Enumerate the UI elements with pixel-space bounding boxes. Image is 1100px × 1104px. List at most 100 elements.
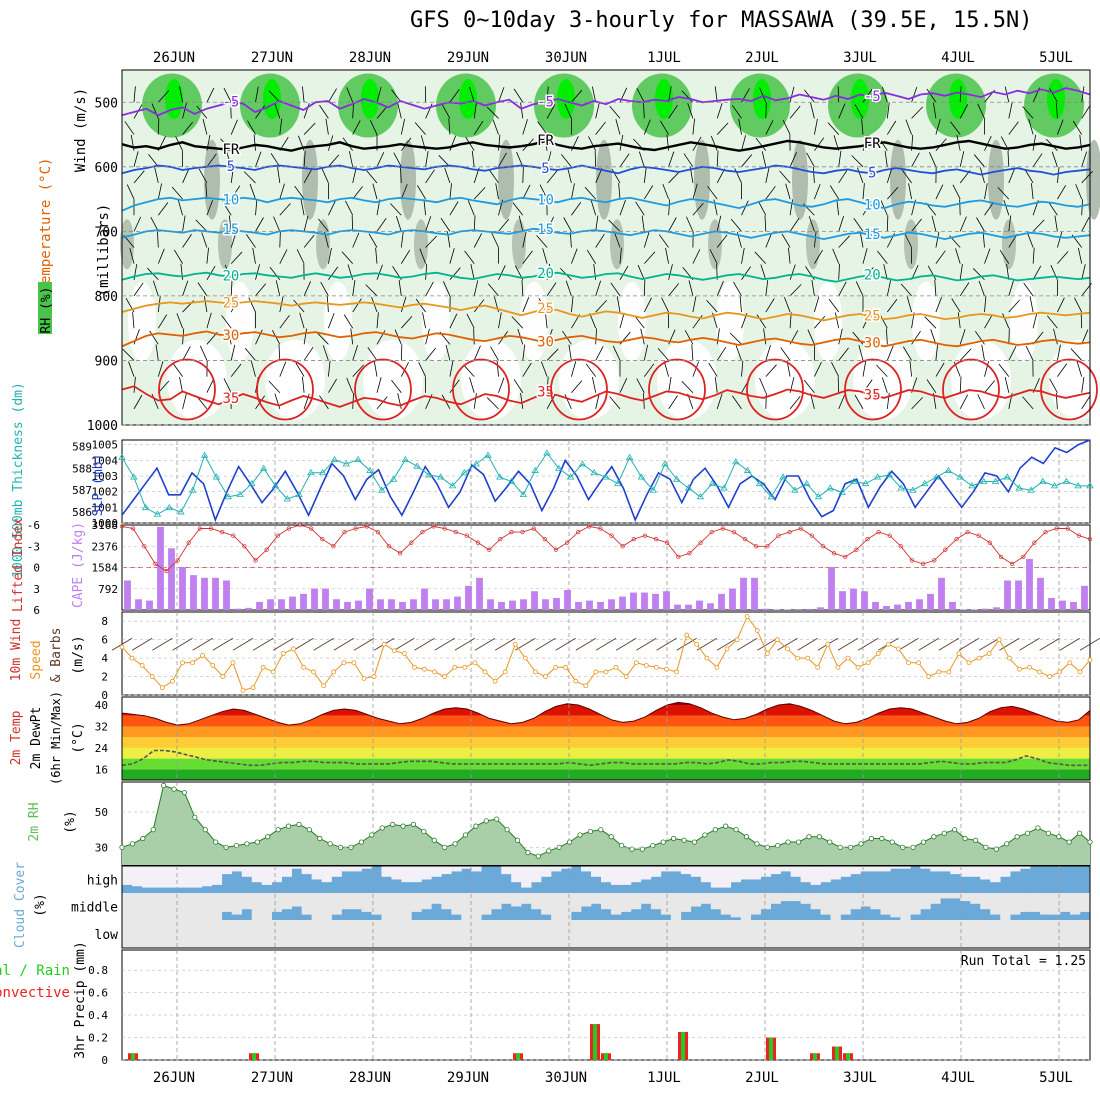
rh2m-point	[547, 849, 551, 853]
cloud-cell-middle	[262, 893, 272, 920]
rh2m-point	[245, 842, 249, 846]
cloud-cell-middle	[631, 893, 641, 909]
cloud-cell-middle	[352, 893, 362, 909]
cloud-cell-middle	[811, 893, 821, 909]
cape-bar	[399, 602, 406, 610]
cloud-cell-low	[980, 920, 990, 948]
rh-blob-dry-low	[657, 340, 717, 420]
wind-point	[745, 615, 749, 619]
isotherm-label: 10	[864, 198, 881, 214]
cloud-cell-high	[411, 866, 421, 882]
cape-bar	[223, 580, 230, 610]
isotherm-label: FR	[864, 136, 881, 152]
barb	[352, 215, 353, 231]
wind-point	[493, 679, 497, 683]
isotherm-label: 20	[222, 269, 239, 285]
cape-bar	[135, 599, 142, 610]
cloud-cell-middle	[890, 893, 900, 917]
cape-bar	[322, 589, 329, 610]
cape-bar	[762, 609, 769, 610]
wind-point	[302, 665, 306, 669]
cloud-cell-low	[581, 920, 591, 948]
rh2m-point	[963, 836, 967, 840]
wind-point	[120, 645, 124, 649]
isotherm-label: 30	[864, 336, 881, 352]
temp-band	[122, 726, 1090, 737]
cloud-cell-low	[332, 920, 342, 948]
cloud-cell-high	[731, 866, 741, 882]
cloud-cell-low	[262, 920, 272, 948]
wind-point	[614, 665, 618, 669]
temp-band	[122, 769, 1090, 780]
rh2m-point	[921, 840, 925, 844]
rh2m-point	[1015, 835, 1019, 839]
cloud-cell-middle	[132, 893, 142, 920]
wind-point	[191, 661, 195, 665]
cloud-cell-low	[880, 920, 890, 948]
temp-tick: 16	[95, 763, 108, 776]
cape-bar	[520, 599, 527, 610]
cloud-cell-low	[721, 920, 731, 948]
rh2m-point	[807, 835, 811, 839]
li-tick: 3	[33, 583, 40, 596]
y-axis-label-wind10-b: Speed	[29, 640, 44, 679]
cloud-cell-high	[212, 866, 222, 885]
cloud-cell-middle	[870, 893, 880, 909]
y-axis-label-temp2m-a: 2m Temp	[9, 710, 24, 765]
slp-tick: 1005	[92, 439, 119, 452]
cape-bar	[212, 578, 219, 610]
cloud-cell-low	[1070, 920, 1080, 948]
isotherm-label: 15	[864, 227, 881, 243]
cloud-cell-middle	[651, 893, 661, 909]
cloud-cell-high	[122, 866, 132, 885]
wind-point	[735, 638, 739, 642]
cape-bar	[179, 567, 186, 610]
rh-blob-core	[165, 79, 183, 119]
cape-bar	[256, 602, 263, 610]
wind-point	[1038, 670, 1042, 674]
cloud-cell-middle	[1020, 893, 1030, 912]
cloud-cell-middle	[501, 893, 511, 904]
wind-point	[594, 670, 598, 674]
precip-tick: 0.4	[88, 1009, 108, 1022]
date-label-top: 5JUL	[1039, 50, 1073, 66]
cape-bar	[366, 589, 373, 610]
cloud-cell-low	[212, 920, 222, 948]
cloud-cell-low	[661, 920, 671, 948]
wind-point	[876, 652, 880, 656]
cloud-level-label: middle	[71, 901, 118, 916]
wind-point	[574, 679, 578, 683]
wind-point	[473, 661, 477, 665]
cloud-cell-low	[900, 920, 910, 948]
cloud-cell-low	[741, 920, 751, 948]
y-axis-label-rh2m: 2m RH	[27, 802, 42, 841]
precip-tick: 0.6	[88, 987, 108, 1000]
cape-bar	[553, 598, 560, 610]
barb	[644, 280, 645, 296]
rh2m-point	[411, 822, 415, 826]
cloud-cell-middle	[910, 893, 920, 915]
rh-blob-mid	[204, 140, 220, 220]
isotherm-label: 15	[537, 222, 554, 238]
wind-point	[624, 675, 628, 679]
cloud-cell-low	[292, 920, 302, 948]
rh-blob-dry	[128, 282, 156, 362]
cape-bar	[938, 578, 945, 610]
cloud-cell-low	[362, 920, 372, 948]
cloud-cell-middle	[960, 893, 970, 901]
rh-blob-core	[459, 79, 477, 119]
wind-point	[251, 686, 255, 690]
rh2m-point	[141, 836, 145, 840]
cloud-cell-middle	[162, 893, 172, 920]
isotherm-label: 25	[864, 309, 881, 325]
cape-bar	[971, 609, 978, 610]
cloud-cell-low	[162, 920, 172, 948]
wind-point	[987, 652, 991, 656]
cloud-cell-low	[531, 920, 541, 948]
y-axis-label-temp2m-c: (6hr Min/Max)	[49, 691, 63, 785]
cloud-cell-high	[631, 866, 641, 882]
rh2m-point	[318, 836, 322, 840]
cape-bar	[641, 593, 648, 610]
rh2m-point	[484, 819, 488, 823]
y-axis-label-cape: CAPE (J/kg)	[71, 522, 86, 608]
